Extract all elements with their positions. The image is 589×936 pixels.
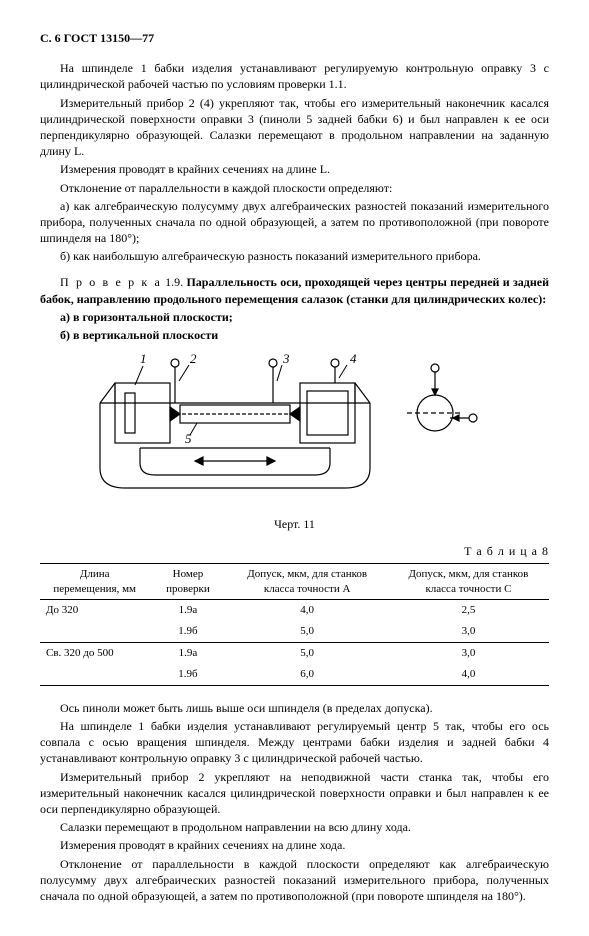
check-heading: П р о в е р к а 1.9. Параллельность оси,…	[40, 274, 549, 306]
figure-caption: Черт. 11	[40, 516, 549, 532]
body-para: Салазки перемещают в продольном направле…	[40, 819, 549, 835]
table-cell: 4,0	[226, 600, 387, 621]
check-b: б) в вертикальной плоскости	[40, 327, 549, 343]
check-a: а) в горизонтальной плоскости;	[40, 309, 549, 325]
table-cell: До 320	[40, 600, 149, 621]
table-cell	[40, 621, 149, 642]
th-tol-c: Допуск, мкм, для станков класса точности…	[388, 563, 549, 600]
table-cell: 2,5	[388, 600, 549, 621]
fig-label-1: 1	[140, 353, 147, 366]
check-label: П р о в е р к а	[60, 275, 162, 289]
th-check: Номер проверки	[149, 563, 226, 600]
body-para: Измерения проводят в крайних сечениях на…	[40, 837, 549, 853]
figure-11: 1 2 3 4 5 Черт. 11	[40, 353, 549, 532]
fig-label-3: 3	[282, 353, 290, 366]
table-cell: 3,0	[388, 621, 549, 642]
th-tol-a: Допуск, мкм, для станков класса точности…	[226, 563, 387, 600]
body-para: б) как наибольшую алгебраическую разност…	[40, 248, 549, 264]
body-para: Измерения проводят в крайних сечениях на…	[40, 161, 549, 177]
table-label: Т а б л и ц а 8	[40, 543, 549, 559]
table-cell: 5,0	[226, 621, 387, 642]
tolerance-table: Длина перемещения, мм Номер проверки Доп…	[40, 563, 549, 686]
check-num: 1.9.	[165, 275, 183, 289]
table-cell: 1.9б	[149, 621, 226, 642]
table-cell: 6,0	[226, 664, 387, 685]
th-length: Длина перемещения, мм	[40, 563, 149, 600]
body-para: Измерительный прибор 2 (4) укрепляют так…	[40, 95, 549, 160]
table-cell: 1.9а	[149, 643, 226, 664]
body-para: Отклонение от параллельности в каждой пл…	[40, 856, 549, 905]
fig-label-2: 2	[190, 353, 197, 366]
fig-label-4: 4	[350, 353, 357, 366]
body-para: Ось пиноли может быть лишь выше оси шпин…	[40, 700, 549, 716]
table-cell: 3,0	[388, 643, 549, 664]
table-cell: 1.9б	[149, 664, 226, 685]
page-header: С. 6 ГОСТ 13150—77	[40, 30, 549, 46]
body-para: Измерительный прибор 2 укрепляют на непо…	[40, 769, 549, 818]
body-para: а) как алгебраическую полусумму двух алг…	[40, 198, 549, 247]
body-para: На шпинделе 1 бабки изделия устанавливаю…	[40, 60, 549, 92]
body-para: На шпинделе 1 бабки изделия устанавливаю…	[40, 718, 549, 767]
table-cell: 4,0	[388, 664, 549, 685]
table-cell: 5,0	[226, 643, 387, 664]
table-cell	[40, 664, 149, 685]
table-cell: Св. 320 до 500	[40, 643, 149, 664]
table-cell: 1.9а	[149, 600, 226, 621]
body-para: Отклонение от параллельности в каждой пл…	[40, 180, 549, 196]
